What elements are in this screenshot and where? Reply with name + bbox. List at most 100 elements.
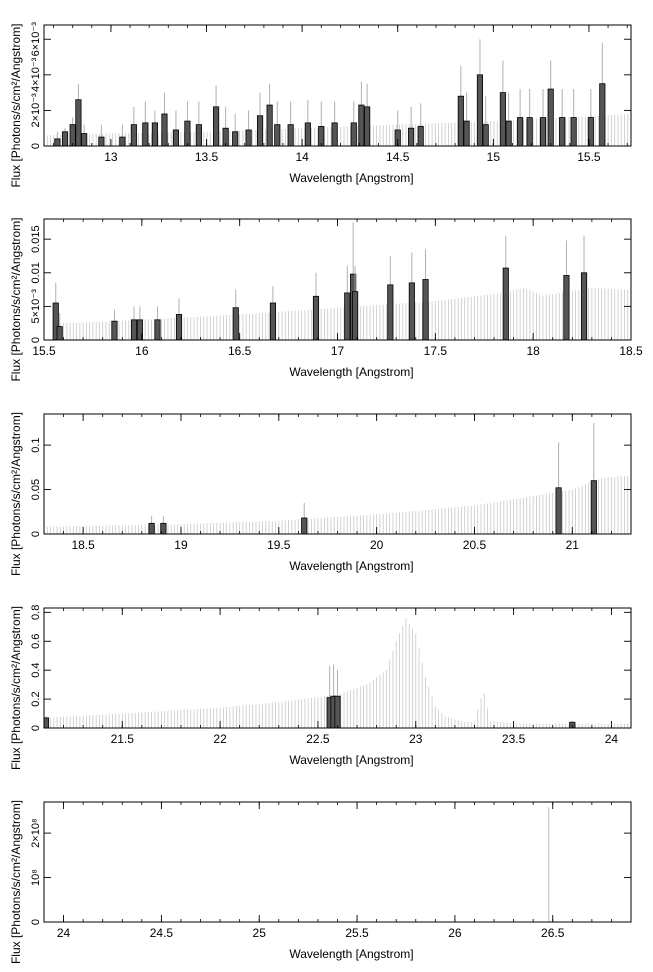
data-bar (559, 117, 566, 146)
x-axis-label: Wavelength [Angstrom] (289, 559, 413, 573)
chart-panel-3: 18.5 19 19.5 20 20.5 21 0 0.05 0.1 Wavelength [An… (9, 412, 632, 576)
data-bar (334, 695, 341, 728)
y-axis-label: Flux [Photons/s/cm²/Angstrom] (9, 800, 23, 964)
data-bar (590, 480, 597, 534)
chart-panel-2: 15.5 16 16.5 17 17.5 18 18.5 0 5×10⁻³ 0.01 0.015 Wa… (9, 217, 643, 381)
y-tick-label: 0.05 (30, 479, 42, 500)
plot-frame (43, 24, 632, 147)
y-axis-label: Flux [Photons/s/cm²/Angstrom] (9, 217, 23, 381)
plot-frame (43, 801, 632, 923)
data-bar (175, 314, 183, 340)
x-tick-label: 22.5 (306, 732, 330, 746)
x-tick-label: 25 (253, 926, 267, 940)
y-tick-label: 0.4 (30, 663, 42, 678)
data-bar (580, 272, 588, 340)
data-bar (287, 124, 294, 146)
x-tick-label: 15 (487, 150, 501, 164)
data-bar (195, 124, 202, 146)
x-axis-label: Wavelength [Angstrom] (289, 365, 413, 379)
x-tick-label: 22 (213, 732, 227, 746)
x-axis-label: Wavelength [Angstrom] (289, 171, 413, 185)
data-bar (344, 292, 351, 340)
data-bar (172, 129, 179, 146)
data-bar (98, 136, 105, 146)
data-bar (266, 104, 273, 146)
data-bar (301, 517, 308, 534)
y-tick-label: 0.8 (30, 605, 42, 620)
data-bar (54, 138, 61, 146)
y-tick-label: 0.01 (30, 262, 42, 283)
data-bar (142, 122, 149, 146)
data-bar (312, 295, 320, 340)
x-tick-label: 23.5 (502, 732, 526, 746)
data-bar (547, 88, 554, 146)
data-bar (148, 522, 155, 534)
x-tick-label: 21 (566, 538, 580, 552)
y-tick-label: 0 (30, 531, 42, 537)
data-bar (119, 136, 126, 146)
x-tick-label: 20.5 (463, 538, 487, 552)
y-tick-label: 0 (30, 143, 42, 149)
x-tick-label: 17 (331, 344, 345, 358)
plot-area (44, 807, 631, 922)
x-tick-label: 16 (135, 344, 149, 358)
data-bar (526, 117, 533, 146)
y-tick-label: 5×10⁻³ (30, 289, 42, 324)
x-tick-label: 19 (174, 538, 188, 552)
data-bar (482, 124, 489, 146)
data-bar (408, 282, 415, 340)
x-tick-label: 15.5 (32, 344, 56, 358)
data-bar (75, 99, 82, 146)
data-bar (269, 302, 276, 340)
data-bar (505, 120, 512, 146)
chart-panel-5: 24 24.5 25 25.5 26 26.5 0 10⁸ 2×10⁸ Wavelength [A… (9, 800, 632, 964)
x-tick-label: 24.5 (150, 926, 174, 940)
data-bar (422, 279, 429, 340)
x-tick-label: 13 (104, 150, 118, 164)
data-bar (457, 95, 464, 146)
x-tick-label: 19.5 (267, 538, 291, 552)
y-axis-label: Flux [Photons/s/cm²/Angstrom] (9, 23, 23, 187)
data-bar (130, 319, 138, 340)
x-tick-label: 18 (526, 344, 540, 358)
data-bar (111, 320, 118, 340)
x-tick-label: 26 (448, 926, 462, 940)
plot-area (44, 422, 631, 534)
data-bar (61, 131, 69, 146)
y-axis-label: Flux [Photons/s/cm²/Angstrom] (9, 606, 23, 770)
x-tick-label: 25.5 (345, 926, 369, 940)
data-bar (517, 117, 524, 146)
data-bar (499, 92, 506, 146)
data-bar (81, 133, 88, 146)
data-bar (304, 122, 311, 146)
y-tick-label: 2×10⁸ (30, 818, 42, 847)
data-bar (232, 131, 239, 146)
data-bar (151, 122, 158, 146)
y-tick-label: 0 (30, 725, 42, 731)
data-bar (352, 291, 359, 340)
data-bar (69, 124, 76, 146)
data-bar (570, 117, 577, 146)
data-bar (222, 127, 229, 146)
data-bar (587, 117, 594, 146)
data-bar (387, 284, 394, 340)
y-tick-label: 0 (30, 919, 42, 925)
data-bar (245, 129, 252, 146)
x-axis-label: Wavelength [Angstrom] (289, 753, 413, 767)
y-tick-label: 2×10⁻³ (30, 93, 42, 128)
plot-area (44, 39, 631, 146)
data-bar (417, 126, 424, 146)
x-tick-label: 14 (295, 150, 309, 164)
data-bar (502, 267, 509, 340)
y-tick-label: 0.2 (30, 691, 42, 706)
chart-panel-4: 21.5 22 22.5 23 23.5 24 0 0.2 0.4 0.6 0.8 Wavelengt… (9, 605, 632, 770)
y-tick-label: 6×10⁻³ (30, 22, 42, 57)
data-bar (161, 113, 168, 146)
data-bar (599, 83, 606, 146)
x-tick-label: 24 (57, 926, 71, 940)
data-bar (358, 104, 365, 146)
data-bar (213, 106, 220, 146)
data-bar (463, 120, 470, 146)
data-bar (136, 319, 143, 340)
